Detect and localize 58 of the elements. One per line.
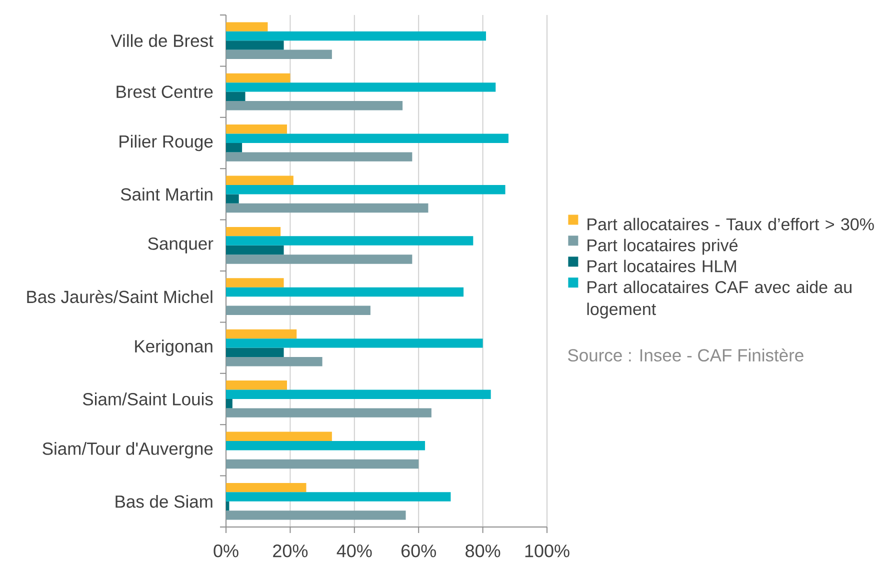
bar bbox=[226, 306, 370, 316]
bar bbox=[226, 338, 483, 348]
bar bbox=[226, 278, 284, 288]
bar bbox=[226, 357, 322, 366]
y-tick-label: Siam/Tour d'Auvergne bbox=[42, 442, 213, 458]
y-tick-label: Bas Jaurès/Saint Michel bbox=[27, 290, 212, 304]
y-tick-label: Sanquer bbox=[148, 237, 214, 254]
x-tick-label: 100% bbox=[525, 544, 570, 558]
bar bbox=[226, 398, 232, 408]
y-tick-label: Saint Martin bbox=[120, 188, 212, 201]
bar bbox=[226, 73, 290, 83]
bar bbox=[226, 82, 496, 92]
bar bbox=[226, 432, 332, 441]
bar bbox=[226, 194, 239, 204]
bar bbox=[226, 184, 506, 194]
legend-label: Part locataires privé bbox=[588, 238, 738, 255]
bar bbox=[226, 492, 451, 502]
source-note: Source : Insee - CAF Finistère bbox=[568, 348, 804, 362]
y-tick-label: Siam/Saint Louis bbox=[82, 392, 213, 406]
bar bbox=[226, 348, 284, 358]
bar bbox=[226, 482, 306, 492]
bar bbox=[226, 101, 403, 110]
bar bbox=[226, 287, 464, 297]
bar bbox=[226, 40, 284, 50]
bar bbox=[226, 92, 246, 102]
y-tick-label: Ville de Brest bbox=[110, 34, 214, 48]
bar bbox=[226, 236, 474, 246]
bar bbox=[226, 50, 332, 60]
x-tick-label: 80% bbox=[466, 544, 500, 558]
bar bbox=[226, 254, 412, 264]
x-tick-label: 20% bbox=[273, 544, 308, 558]
bar bbox=[226, 176, 294, 185]
y-tick-label: Brest Centre bbox=[116, 86, 213, 98]
x-tick-label: 60% bbox=[402, 544, 436, 558]
bar bbox=[226, 245, 284, 255]
legend-label: Part locataires HLM bbox=[588, 260, 736, 272]
bar bbox=[226, 142, 242, 152]
y-tick-label: Pilier Rouge bbox=[120, 134, 213, 152]
bar bbox=[226, 22, 268, 32]
legend-label: Part allocataires CAF avec aide au logement bbox=[587, 280, 852, 319]
y-tick-label: Bas de Siam bbox=[116, 494, 212, 508]
bar bbox=[226, 152, 412, 162]
legend-label: Part allocataires - Taux d’effort > 30% bbox=[588, 218, 874, 230]
bar bbox=[226, 390, 491, 399]
y-tick-label: Kerigonan bbox=[135, 340, 212, 356]
bar bbox=[226, 408, 432, 418]
x-tick-label: 40% bbox=[336, 544, 372, 558]
bar bbox=[226, 440, 426, 450]
bar bbox=[226, 124, 287, 134]
bar bbox=[226, 459, 419, 469]
bar bbox=[226, 226, 281, 236]
bar bbox=[226, 134, 508, 143]
x-tick-label: 0% bbox=[214, 544, 238, 558]
bar bbox=[226, 31, 486, 41]
bar bbox=[226, 380, 287, 390]
bar bbox=[226, 203, 428, 213]
bar bbox=[226, 329, 297, 339]
bar bbox=[226, 510, 406, 520]
